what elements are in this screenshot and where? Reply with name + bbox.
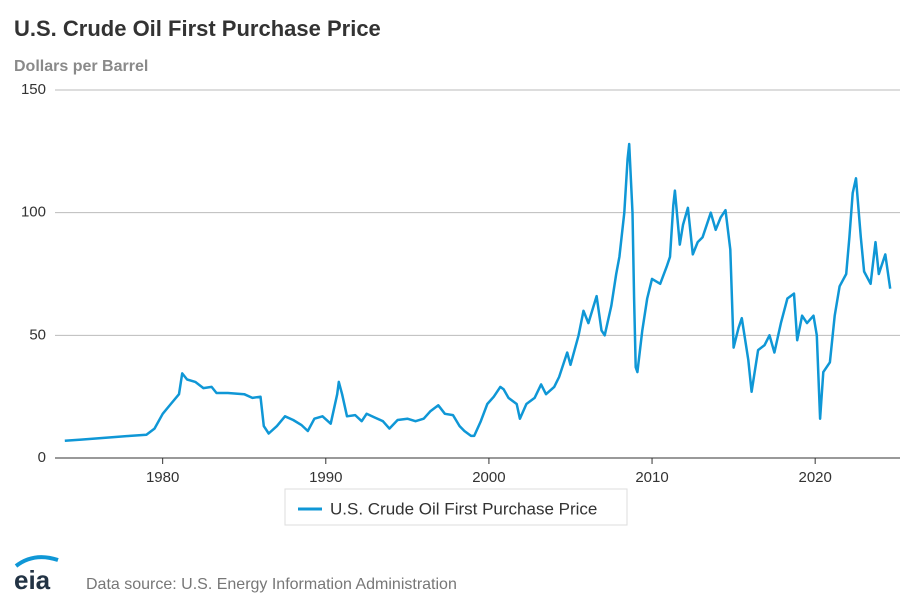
x-tick-label: 1990 [309, 469, 342, 486]
legend-label: U.S. Crude Oil First Purchase Price [330, 499, 597, 518]
data-line [64, 142, 892, 443]
y-tick-label: 100 [21, 204, 46, 221]
chart-title: U.S. Crude Oil First Purchase Price [14, 16, 381, 41]
x-tick-label: 2020 [798, 469, 831, 486]
x-tick-label: 1980 [146, 469, 179, 486]
subtitle: Dollars per Barrel [14, 58, 148, 75]
y-tick-label: 50 [29, 326, 46, 343]
x-tick-label: 2010 [635, 469, 668, 486]
y-tick-label: 0 [38, 449, 46, 466]
x-tick-label: 2000 [472, 469, 505, 486]
legend-box [284, 488, 628, 526]
logo-swoosh [14, 555, 59, 568]
source-note: Data source: U.S. Energy Information Adm… [86, 576, 457, 593]
y-tick-label: 150 [21, 81, 46, 98]
logo: eia [14, 565, 51, 595]
